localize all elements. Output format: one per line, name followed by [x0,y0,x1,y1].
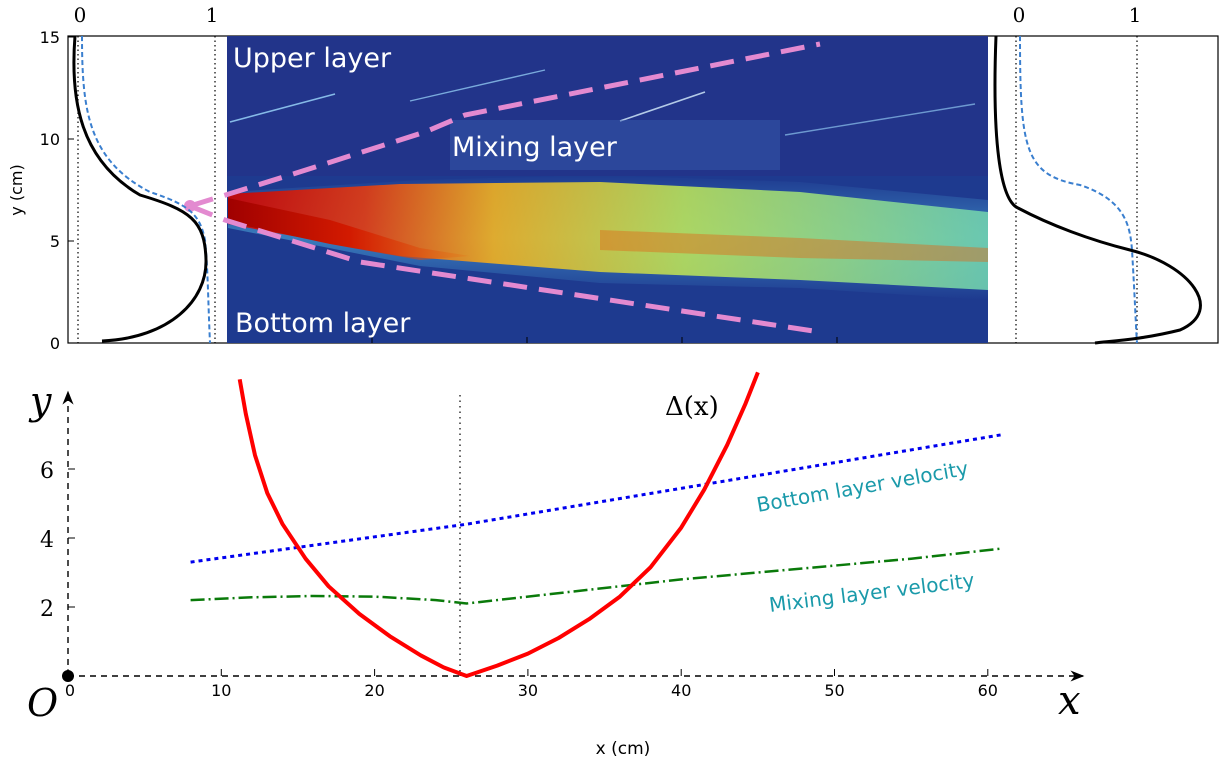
top-y-axis: 0 5 10 15 y (cm) [7,28,74,353]
bottom-panel: y x O x (cm) 0 10 20 30 40 50 60 2 4 6 Δ(x) Bott… [27,371,1085,759]
mixing-layer-label: Mixing layer [452,132,618,163]
x-tick-label-10: 10 [211,681,231,700]
x-tick-label-40: 40 [671,681,691,700]
x-axis-label: x (cm) [596,739,651,759]
x-ticks: 0 10 20 30 40 50 60 [65,669,998,700]
right-velocity-profile [993,35,1202,345]
left-profile-tick-1: 1 [206,3,219,27]
x-tick-label-0: 0 [65,681,75,700]
delta-label: Δ(x) [665,392,719,422]
mixing-velocity-annotation: Mixing layer velocity [768,568,976,617]
splitter-point [184,200,196,212]
y-tick-label-2: 2 [40,597,54,622]
mixing-layer-velocity-line [190,547,1004,605]
y-tick-label-4: 4 [40,528,54,553]
top-y-tick-10: 10 [40,130,60,149]
bottom-velocity-annotation: Bottom layer velocity [755,456,970,517]
bottom-layer-velocity-line [190,433,1004,564]
top-y-tick-15: 15 [40,28,60,47]
right-profile-tick-0: 0 [1013,3,1026,27]
upper-layer-label: Upper layer [233,43,392,74]
x-tick-label-60: 60 [978,681,998,700]
right-profile-tick-1: 1 [1129,3,1142,27]
bottom-layer-label: Bottom layer [235,308,411,339]
top-y-tick-5: 5 [50,232,60,251]
x-tick-label-30: 30 [518,681,538,700]
delta-curve [237,371,760,678]
top-y-tick-0: 0 [50,334,60,353]
x-tick-label-20: 20 [364,681,384,700]
left-profile-dashed [81,35,211,344]
left-profile-tick-0: 0 [74,3,87,27]
origin-symbol: O [27,681,58,725]
x-tick-label-50: 50 [824,681,844,700]
y-axis-symbol: y [28,379,52,423]
lower-boundary [189,203,821,335]
right-profile-solid [993,35,1202,345]
x-axis-symbol: x [1058,678,1081,724]
upper-boundary [189,41,821,209]
top-panel: 0 5 10 15 y (cm) 0 1 0 1 Upper layer Mix… [7,3,1219,353]
right-profile-dashed [1019,35,1138,344]
y-ticks: 2 4 6 [40,459,75,622]
left-profile-solid [72,35,208,343]
y-tick-label-6: 6 [40,459,54,484]
left-velocity-profile [72,35,216,344]
mixing-boundaries [184,41,821,335]
top-y-axis-label: y (cm) [7,164,26,215]
velocity-field-image [227,36,988,343]
top-x-ticks [371,337,838,343]
